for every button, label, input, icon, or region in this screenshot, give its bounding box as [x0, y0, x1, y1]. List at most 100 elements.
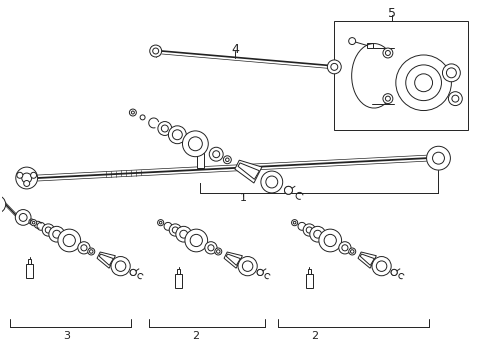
- Bar: [334, 21, 468, 130]
- Circle shape: [58, 229, 81, 252]
- Circle shape: [81, 245, 87, 251]
- Circle shape: [257, 269, 263, 275]
- Circle shape: [406, 65, 441, 100]
- Circle shape: [159, 221, 162, 224]
- Circle shape: [217, 250, 220, 253]
- Circle shape: [42, 224, 54, 236]
- Circle shape: [161, 125, 168, 132]
- Circle shape: [176, 226, 192, 242]
- Circle shape: [349, 248, 356, 255]
- Circle shape: [415, 74, 433, 92]
- Circle shape: [292, 220, 297, 226]
- Circle shape: [266, 176, 278, 188]
- Circle shape: [22, 173, 32, 183]
- Bar: [306, 274, 313, 288]
- Circle shape: [261, 171, 283, 193]
- Circle shape: [225, 158, 229, 162]
- Circle shape: [15, 210, 31, 225]
- Circle shape: [150, 45, 162, 57]
- Circle shape: [189, 137, 202, 151]
- Bar: [175, 274, 182, 288]
- Bar: [197, 153, 204, 168]
- Circle shape: [257, 269, 263, 275]
- Circle shape: [215, 248, 222, 255]
- Polygon shape: [99, 254, 113, 265]
- Circle shape: [331, 63, 338, 70]
- Circle shape: [45, 227, 51, 233]
- Circle shape: [213, 151, 220, 158]
- Circle shape: [209, 147, 223, 161]
- Circle shape: [383, 48, 393, 58]
- Circle shape: [182, 131, 208, 157]
- Text: 3: 3: [63, 331, 70, 341]
- Circle shape: [243, 261, 253, 271]
- Circle shape: [158, 122, 172, 135]
- Circle shape: [205, 242, 217, 254]
- Circle shape: [30, 172, 37, 178]
- Circle shape: [24, 180, 30, 186]
- Circle shape: [30, 220, 33, 223]
- Circle shape: [446, 68, 456, 78]
- Polygon shape: [224, 252, 243, 268]
- Circle shape: [88, 248, 95, 255]
- Polygon shape: [97, 252, 115, 268]
- Circle shape: [376, 261, 387, 271]
- Circle shape: [349, 37, 356, 45]
- Circle shape: [63, 234, 75, 247]
- Circle shape: [131, 111, 134, 114]
- Circle shape: [16, 167, 38, 189]
- Circle shape: [30, 220, 37, 226]
- Circle shape: [319, 229, 342, 252]
- Circle shape: [452, 95, 459, 102]
- Circle shape: [129, 109, 136, 116]
- Circle shape: [169, 224, 181, 236]
- Circle shape: [238, 257, 257, 276]
- Circle shape: [208, 245, 214, 251]
- Polygon shape: [226, 254, 241, 265]
- Bar: [199, 148, 202, 153]
- Circle shape: [78, 242, 90, 254]
- Circle shape: [53, 230, 61, 238]
- Circle shape: [303, 224, 316, 236]
- Circle shape: [350, 250, 354, 253]
- Circle shape: [386, 50, 391, 55]
- Circle shape: [158, 220, 164, 226]
- Circle shape: [130, 269, 136, 275]
- Text: 4: 4: [231, 42, 239, 55]
- Circle shape: [90, 250, 93, 253]
- Circle shape: [0, 200, 1, 209]
- Circle shape: [172, 130, 182, 140]
- Circle shape: [29, 219, 34, 224]
- Polygon shape: [358, 252, 376, 268]
- Circle shape: [223, 156, 231, 164]
- Circle shape: [310, 226, 325, 242]
- Circle shape: [391, 269, 397, 275]
- Circle shape: [342, 245, 348, 251]
- Circle shape: [19, 213, 27, 221]
- Circle shape: [285, 186, 293, 194]
- Circle shape: [391, 269, 397, 275]
- Text: 1: 1: [240, 193, 246, 203]
- Bar: [308, 269, 311, 274]
- Circle shape: [433, 152, 444, 164]
- Bar: [28, 260, 31, 264]
- Circle shape: [140, 115, 145, 120]
- Circle shape: [32, 221, 35, 224]
- Text: 2: 2: [192, 331, 199, 341]
- Text: 2: 2: [311, 331, 318, 341]
- Circle shape: [111, 257, 130, 276]
- Circle shape: [383, 94, 393, 104]
- Circle shape: [314, 230, 321, 238]
- Circle shape: [172, 227, 178, 233]
- Circle shape: [285, 186, 293, 194]
- Circle shape: [324, 234, 336, 247]
- Circle shape: [190, 234, 202, 247]
- Bar: [26, 264, 33, 278]
- Bar: [177, 269, 180, 274]
- Circle shape: [153, 48, 159, 54]
- Polygon shape: [235, 160, 262, 183]
- Circle shape: [169, 126, 186, 144]
- Circle shape: [17, 172, 23, 178]
- Circle shape: [339, 242, 351, 254]
- Circle shape: [130, 269, 136, 275]
